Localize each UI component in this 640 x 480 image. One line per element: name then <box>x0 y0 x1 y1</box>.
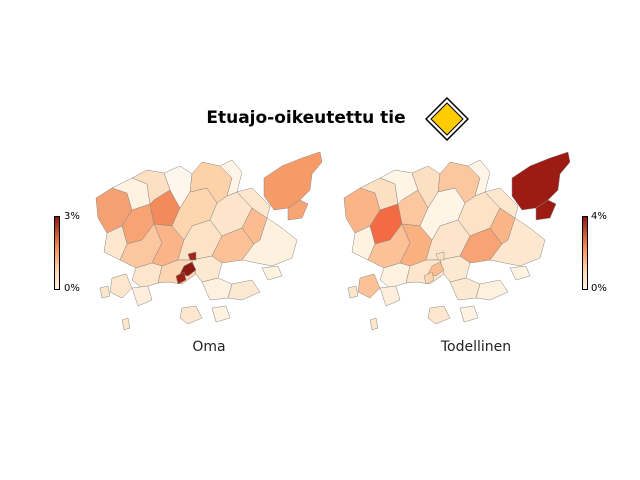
colorbar-max-label: 3% <box>64 211 80 222</box>
region <box>121 317 131 331</box>
region <box>99 285 111 299</box>
priority-road-sign-icon <box>425 97 469 141</box>
region <box>347 285 359 299</box>
map-label-oma: Oma <box>192 339 226 355</box>
region <box>511 151 571 211</box>
colorbar-max-label: 4% <box>591 211 607 222</box>
region <box>131 285 153 307</box>
region <box>227 279 261 301</box>
region <box>109 273 133 299</box>
region <box>423 271 435 285</box>
region <box>475 279 509 301</box>
region <box>449 277 481 301</box>
region <box>175 271 187 285</box>
region <box>287 199 309 221</box>
region <box>241 217 298 267</box>
region <box>261 265 283 281</box>
map-label-todellinen: Todellinen <box>440 339 512 355</box>
region <box>201 277 233 301</box>
choropleth-map-todellinen <box>343 151 571 331</box>
region <box>379 285 401 307</box>
region <box>427 305 451 325</box>
region <box>263 151 323 211</box>
colorbar-todellinen <box>582 216 588 290</box>
region <box>459 305 479 323</box>
colorbar-oma <box>54 216 60 290</box>
colorbar-min-label: 0% <box>64 283 80 294</box>
region <box>489 217 546 267</box>
region <box>509 265 531 281</box>
map-title: Etuajo-oikeutettu tie <box>206 108 406 128</box>
region <box>435 251 445 261</box>
region <box>187 251 197 261</box>
region <box>535 199 557 221</box>
region <box>369 317 379 331</box>
region <box>236 187 271 219</box>
region <box>357 273 381 299</box>
region <box>484 187 519 219</box>
colorbar-min-label: 0% <box>591 283 607 294</box>
region <box>211 305 231 323</box>
choropleth-map-oma <box>95 151 323 331</box>
region <box>179 305 203 325</box>
